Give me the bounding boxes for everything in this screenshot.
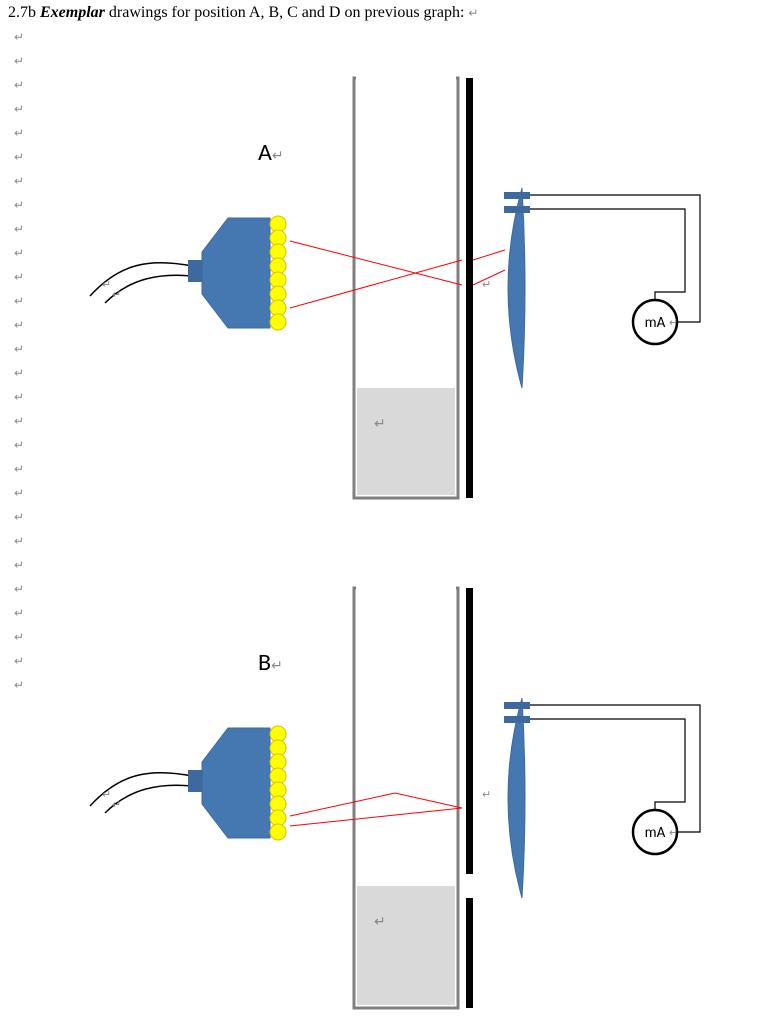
water-level [357,886,455,1005]
return-icon: ↵ [669,827,678,839]
lamp-plug [188,260,202,282]
barrier-bottom [466,898,473,1008]
lamp-plug [188,770,202,792]
return-icon: ↵ [102,279,111,291]
detector [508,698,525,898]
detector-terminal [504,702,530,709]
meter-wire [530,195,700,322]
lamp-body [202,728,270,838]
lamp-bulb [270,824,286,840]
return-icon: ↵ [112,799,121,811]
water-level [357,388,455,495]
page: 2.7b Exemplar drawings for position A, B… [0,0,757,975]
detector-terminal [504,716,530,723]
diagram-a: ↵↵↵mA↵↵ [0,0,757,520]
return-icon: ↵ [482,279,491,291]
return-icon: ↵ [374,915,386,930]
return-icon: ↵ [112,289,121,301]
detector-terminal [504,206,530,213]
meter-wire [530,719,685,810]
ammeter-label: mA [645,824,666,842]
lamp-bulb [270,314,286,330]
return-icon: ↵ [374,417,386,432]
diagram-b: ↵↵↵mA↵↵ [0,510,757,1030]
return-icon: ↵ [669,317,678,329]
return-icon: ↵ [482,789,491,801]
barrier [466,78,473,498]
meter-wire [530,705,700,832]
detector-terminal [504,192,530,199]
lamp-body [202,218,270,328]
ammeter-label: mA [645,314,666,332]
detector [508,188,525,388]
return-icon: ↵ [102,789,111,801]
barrier-top [466,588,473,874]
meter-wire [530,209,685,300]
